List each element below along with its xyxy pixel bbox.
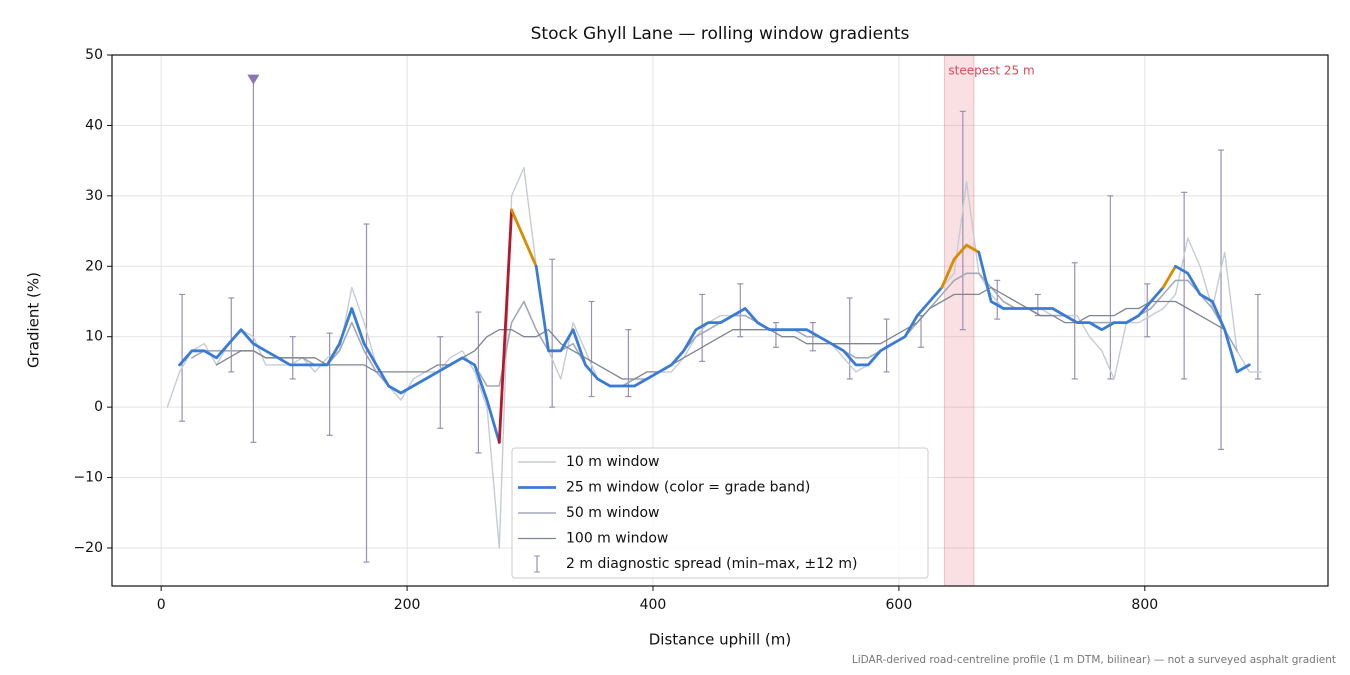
- series-line: [1174, 264, 1251, 374]
- legend: 10 m window 25 m window (color = grade ba…: [511, 447, 929, 579]
- legend-label: 10 m window: [566, 454, 659, 470]
- y-tick-label: 0: [94, 399, 103, 415]
- error-bar: [994, 279, 1001, 320]
- legend-label: 100 m window: [566, 531, 668, 547]
- error-bar: [1181, 191, 1188, 380]
- error-bar: [228, 297, 235, 373]
- x-tick-label: 600: [886, 597, 913, 613]
- error-bar: [588, 300, 595, 398]
- y-tick-label: 40: [85, 117, 103, 133]
- series-line: [178, 307, 501, 444]
- legend-label: 2 m diagnostic spread (min–max, ±12 m): [566, 556, 857, 572]
- error-bar: [959, 110, 966, 331]
- error-bar: [883, 318, 890, 373]
- y-tick-label: 10: [85, 329, 103, 345]
- error-bar: [772, 322, 779, 348]
- series-line: [510, 208, 538, 268]
- error-bar: [1218, 149, 1225, 450]
- x-tick-label: 800: [1131, 597, 1158, 613]
- series-line: [166, 167, 1263, 549]
- error-bar: [437, 336, 444, 429]
- series-line: [215, 286, 1226, 380]
- span-label: steepest 25 m: [948, 64, 1034, 78]
- y-tick-label: 20: [85, 258, 103, 274]
- y-tick-label: 30: [85, 188, 103, 204]
- series-line: [940, 243, 981, 289]
- series-line: [977, 250, 1165, 332]
- y-tick-label: −10: [73, 470, 103, 486]
- plot-frame: [111, 54, 1329, 587]
- clip-marker: [247, 74, 260, 85]
- error-bar: [363, 223, 370, 563]
- error-bar: [699, 293, 706, 362]
- legend-box: [511, 447, 929, 579]
- series-line: [1161, 264, 1177, 289]
- x-axis-label: Distance uphill (m): [649, 631, 791, 649]
- x-tick-label: 200: [394, 597, 421, 613]
- legend-label: 50 m window: [566, 505, 659, 521]
- series-line: [534, 264, 944, 388]
- y-axis-label: Gradient (%): [25, 272, 43, 368]
- error-bar: [179, 293, 186, 422]
- x-tick-label: 400: [640, 597, 667, 613]
- error-bar: [1107, 195, 1114, 380]
- x-tick-label: 0: [157, 597, 166, 613]
- legend-label: 25 m window (color = grade band): [566, 480, 810, 496]
- highlight-span: [943, 55, 975, 586]
- y-tick-label: 50: [85, 47, 103, 63]
- error-bar: [250, 79, 257, 443]
- footnote: LiDAR-derived road-centreline profile (1…: [852, 654, 1336, 666]
- error-bar: [1254, 293, 1261, 380]
- y-tick-label: −20: [73, 540, 103, 556]
- series-line: [191, 272, 1238, 394]
- series-line: [497, 208, 513, 444]
- chart-title: Stock Ghyll Lane — rolling window gradie…: [531, 24, 910, 44]
- plot-area: [166, 55, 1263, 586]
- error-bar: [326, 332, 333, 436]
